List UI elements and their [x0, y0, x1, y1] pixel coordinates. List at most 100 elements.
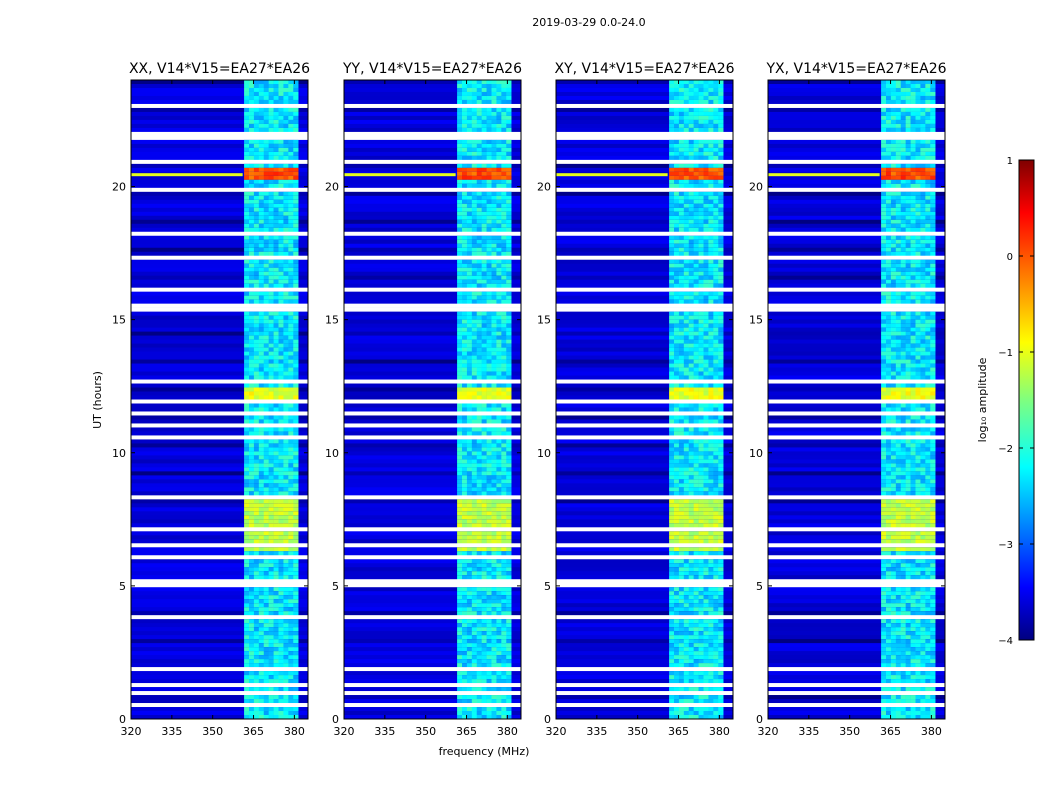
rfi-cell — [501, 199, 507, 205]
rfi-cell — [471, 619, 478, 624]
rfi-cell — [263, 483, 269, 488]
rfi-cell — [278, 531, 284, 536]
rfi-cell — [674, 111, 680, 117]
rfi-cell — [244, 319, 250, 324]
rfi-cell — [501, 671, 507, 676]
rfi-cell — [457, 343, 463, 348]
rfi-cell — [678, 235, 685, 241]
rfi-cell — [278, 115, 284, 121]
rfi-cell — [669, 663, 675, 668]
spectrum-row — [556, 651, 733, 656]
rfi-cell — [708, 523, 714, 528]
rfi-cell — [708, 227, 714, 233]
rfi-cell — [703, 659, 709, 664]
rfi-cell — [496, 279, 502, 284]
rfi-cell — [501, 387, 507, 392]
x-tick-label: 380 — [709, 725, 730, 738]
rfi-cell — [249, 175, 255, 181]
rfi-cell — [718, 163, 724, 169]
rfi-cell — [283, 455, 289, 460]
rfi-cell — [462, 679, 468, 684]
rfi-cell — [703, 487, 709, 492]
spectrum-row — [131, 111, 308, 117]
rfi-cell — [683, 551, 690, 556]
rfi-cell — [683, 391, 690, 396]
rfi-cell — [481, 699, 487, 704]
rfi-cell — [674, 655, 680, 660]
rfi-cell — [718, 631, 724, 636]
rfi-cell — [263, 319, 269, 324]
rfi-cell — [462, 111, 468, 117]
rfi-cell — [476, 299, 482, 304]
data-gap-row — [556, 691, 733, 696]
rfi-cell — [288, 515, 294, 520]
spectrum-row — [344, 695, 521, 700]
rfi-cell — [471, 675, 478, 680]
rfi-cell — [249, 91, 255, 97]
rfi-cell — [486, 235, 492, 241]
rfi-cell — [698, 207, 704, 213]
rfi-cell — [249, 391, 255, 396]
rfi-cell — [462, 315, 468, 320]
rfi-cell — [253, 183, 260, 189]
rfi-cell — [486, 123, 492, 129]
rfi-cell — [462, 519, 468, 524]
rfi-cell — [683, 319, 690, 324]
rfi-cell — [249, 503, 255, 508]
rfi-cell — [703, 587, 709, 592]
rfi-cell — [496, 91, 502, 97]
rfi-cell — [501, 471, 507, 476]
data-gap-row — [344, 495, 521, 500]
rfi-cell — [466, 355, 473, 360]
rfi-cell — [462, 467, 468, 472]
rfi-cell — [718, 451, 724, 456]
rfi-cell — [688, 695, 694, 700]
rfi-cell — [476, 715, 482, 720]
rfi-cell — [293, 123, 299, 129]
rfi-cell — [273, 659, 279, 664]
rfi-cell — [718, 147, 724, 153]
rfi-cell — [491, 531, 497, 536]
spectrum-row — [131, 539, 308, 544]
rfi-cell — [688, 355, 694, 360]
rfi-cell — [471, 595, 478, 600]
rfi-cell — [678, 671, 685, 676]
rfi-cell — [288, 627, 294, 632]
rfi-cell — [491, 83, 497, 89]
rfi-cell — [506, 99, 512, 105]
rfi-cell — [688, 479, 694, 484]
rfi-cell — [288, 123, 294, 129]
rfi-cell — [293, 639, 299, 644]
rfi-cell — [273, 531, 279, 536]
rfi-cell — [258, 471, 265, 476]
rfi-cell — [703, 139, 709, 145]
rfi-cell — [486, 195, 492, 201]
rfi-cell — [683, 395, 690, 400]
rfi-cell — [278, 227, 284, 233]
rfi-cell — [708, 415, 714, 420]
rfi-cell — [258, 219, 265, 225]
rfi-cell — [496, 467, 502, 472]
data-gap-row — [556, 703, 733, 708]
spectrum-row — [556, 199, 733, 205]
rfi-cell — [481, 623, 487, 628]
rfi-cell — [486, 163, 492, 169]
rfi-cell — [486, 347, 492, 352]
rfi-cell — [506, 299, 512, 304]
rfi-cell — [506, 635, 512, 640]
rfi-cell — [496, 487, 502, 492]
rfi-cell — [293, 339, 299, 344]
rfi-cell — [288, 559, 294, 564]
rfi-cell — [698, 331, 704, 336]
spectrum-row — [131, 479, 308, 484]
rfi-cell — [703, 607, 709, 612]
rfi-cell — [288, 215, 294, 221]
rfi-cell — [466, 695, 473, 700]
rfi-cell — [288, 687, 294, 692]
rfi-cell — [288, 603, 294, 608]
rfi-cell — [496, 347, 502, 352]
rfi-cell — [278, 519, 284, 524]
rfi-cell — [476, 191, 482, 197]
rfi-cell — [669, 491, 675, 496]
